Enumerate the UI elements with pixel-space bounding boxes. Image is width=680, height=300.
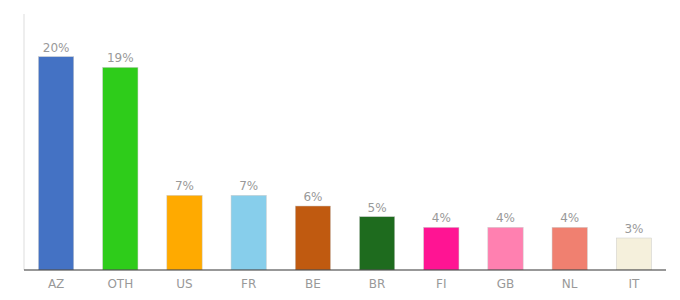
- x-tick-label: US: [176, 277, 192, 291]
- x-tick-label: FR: [241, 277, 256, 291]
- x-tick-label: GB: [497, 277, 515, 291]
- data-label: 6%: [303, 190, 322, 204]
- data-labels: 20% 19% 7% 7% 6% 5% 4% 4% 4% 3%: [43, 41, 644, 236]
- bar: [359, 217, 394, 270]
- chart-svg: 20% 19% 7% 7% 6% 5% 4% 4% 4% 3% AZ OTH US FR BE BR FI GB N…: [0, 0, 680, 300]
- bar: [231, 195, 266, 270]
- x-tick-label: AZ: [48, 277, 64, 291]
- x-tick-label: OTH: [107, 277, 133, 291]
- data-label: 3%: [624, 222, 643, 236]
- bar: [424, 227, 459, 270]
- bar: [38, 57, 73, 270]
- bar: [103, 67, 138, 270]
- bars: [38, 57, 651, 270]
- data-label: 7%: [239, 179, 258, 193]
- bar: [616, 238, 651, 270]
- y-axis-line: [24, 14, 25, 270]
- data-label: 5%: [368, 201, 387, 215]
- bar: [488, 227, 523, 270]
- bar: [167, 195, 202, 270]
- x-tick-label: BE: [305, 277, 321, 291]
- bar: [552, 227, 587, 270]
- x-tick-labels: AZ OTH US FR BE BR FI GB NL IT: [48, 277, 640, 291]
- data-label: 20%: [43, 41, 70, 55]
- x-tick-label: IT: [628, 277, 640, 291]
- data-label: 7%: [175, 179, 194, 193]
- x-tick-label: NL: [562, 277, 578, 291]
- chart-container: 20% 19% 7% 7% 6% 5% 4% 4% 4% 3% AZ OTH US FR BE BR FI GB N…: [0, 0, 680, 300]
- x-axis-line: [24, 269, 666, 270]
- x-tick-label: BR: [369, 277, 386, 291]
- data-label: 4%: [496, 211, 515, 225]
- data-label: 4%: [560, 211, 579, 225]
- x-tick-label: FI: [436, 277, 446, 291]
- data-label: 4%: [432, 211, 451, 225]
- bar: [295, 206, 330, 270]
- data-label: 19%: [107, 51, 134, 65]
